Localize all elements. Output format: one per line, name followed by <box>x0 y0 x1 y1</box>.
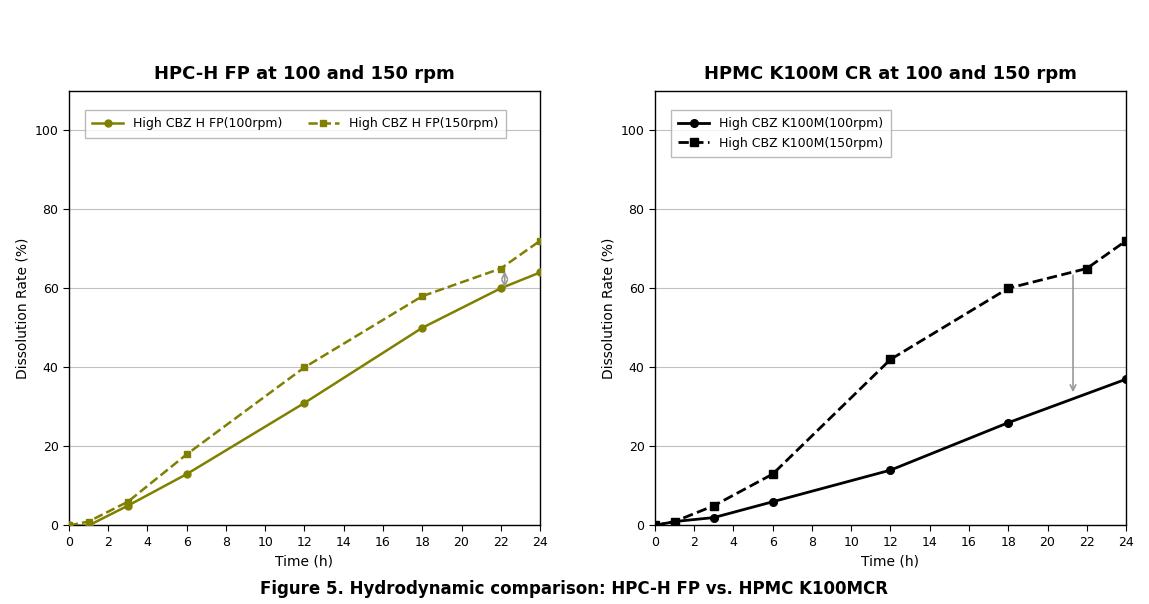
High CBZ H FP(150rpm) <box>82 518 95 525</box>
High CBZ K100M(150rpm) <box>1119 237 1133 245</box>
High CBZ K100M(150rpm) <box>884 356 897 363</box>
Legend: High CBZ H FP(100rpm), High CBZ H FP(150rpm): High CBZ H FP(100rpm), High CBZ H FP(150… <box>85 110 506 138</box>
High CBZ K100M(100rpm) <box>648 522 662 529</box>
Y-axis label: Dissolution Rate (%): Dissolution Rate (%) <box>601 237 615 379</box>
High CBZ K100M(150rpm) <box>765 471 779 478</box>
High CBZ K100M(100rpm) <box>1001 419 1016 426</box>
High CBZ H FP(100rpm) <box>298 399 311 406</box>
High CBZ K100M(150rpm) <box>668 518 681 525</box>
Line: High CBZ H FP(100rpm): High CBZ H FP(100rpm) <box>65 269 543 529</box>
Text: Figure 5. Hydrodynamic comparison: HPC-H FP vs. HPMC K100MCR: Figure 5. Hydrodynamic comparison: HPC-H… <box>261 580 888 598</box>
High CBZ K100M(150rpm) <box>648 522 662 529</box>
High CBZ H FP(100rpm) <box>533 269 547 276</box>
High CBZ K100M(100rpm) <box>884 466 897 474</box>
Legend: High CBZ K100M(100rpm), High CBZ K100M(150rpm): High CBZ K100M(100rpm), High CBZ K100M(1… <box>671 110 890 157</box>
Line: High CBZ H FP(150rpm): High CBZ H FP(150rpm) <box>65 237 543 529</box>
High CBZ H FP(150rpm) <box>415 292 429 300</box>
High CBZ K100M(100rpm) <box>707 514 720 521</box>
High CBZ H FP(100rpm) <box>121 502 134 509</box>
Y-axis label: Dissolution Rate (%): Dissolution Rate (%) <box>15 237 29 379</box>
High CBZ H FP(150rpm) <box>533 237 547 245</box>
High CBZ H FP(150rpm) <box>298 364 311 371</box>
High CBZ H FP(150rpm) <box>179 451 193 458</box>
X-axis label: Time (h): Time (h) <box>276 554 333 568</box>
High CBZ H FP(100rpm) <box>415 324 429 332</box>
X-axis label: Time (h): Time (h) <box>862 554 919 568</box>
Line: High CBZ K100M(150rpm): High CBZ K100M(150rpm) <box>651 237 1129 529</box>
High CBZ H FP(100rpm) <box>62 522 76 529</box>
High CBZ K100M(150rpm) <box>1001 284 1016 292</box>
Title: HPMC K100M CR at 100 and 150 rpm: HPMC K100M CR at 100 and 150 rpm <box>704 65 1077 83</box>
High CBZ K100M(100rpm) <box>765 498 779 506</box>
High CBZ K100M(100rpm) <box>1119 376 1133 383</box>
High CBZ K100M(150rpm) <box>1080 265 1094 272</box>
High CBZ H FP(100rpm) <box>82 522 95 529</box>
High CBZ H FP(100rpm) <box>494 284 508 292</box>
High CBZ K100M(100rpm) <box>668 518 681 525</box>
High CBZ K100M(150rpm) <box>707 502 720 509</box>
High CBZ H FP(150rpm) <box>494 265 508 272</box>
High CBZ H FP(150rpm) <box>121 498 134 506</box>
Line: High CBZ K100M(100rpm): High CBZ K100M(100rpm) <box>651 375 1129 529</box>
Title: HPC-H FP at 100 and 150 rpm: HPC-H FP at 100 and 150 rpm <box>154 65 455 83</box>
High CBZ H FP(100rpm) <box>179 471 193 478</box>
High CBZ H FP(150rpm) <box>62 522 76 529</box>
